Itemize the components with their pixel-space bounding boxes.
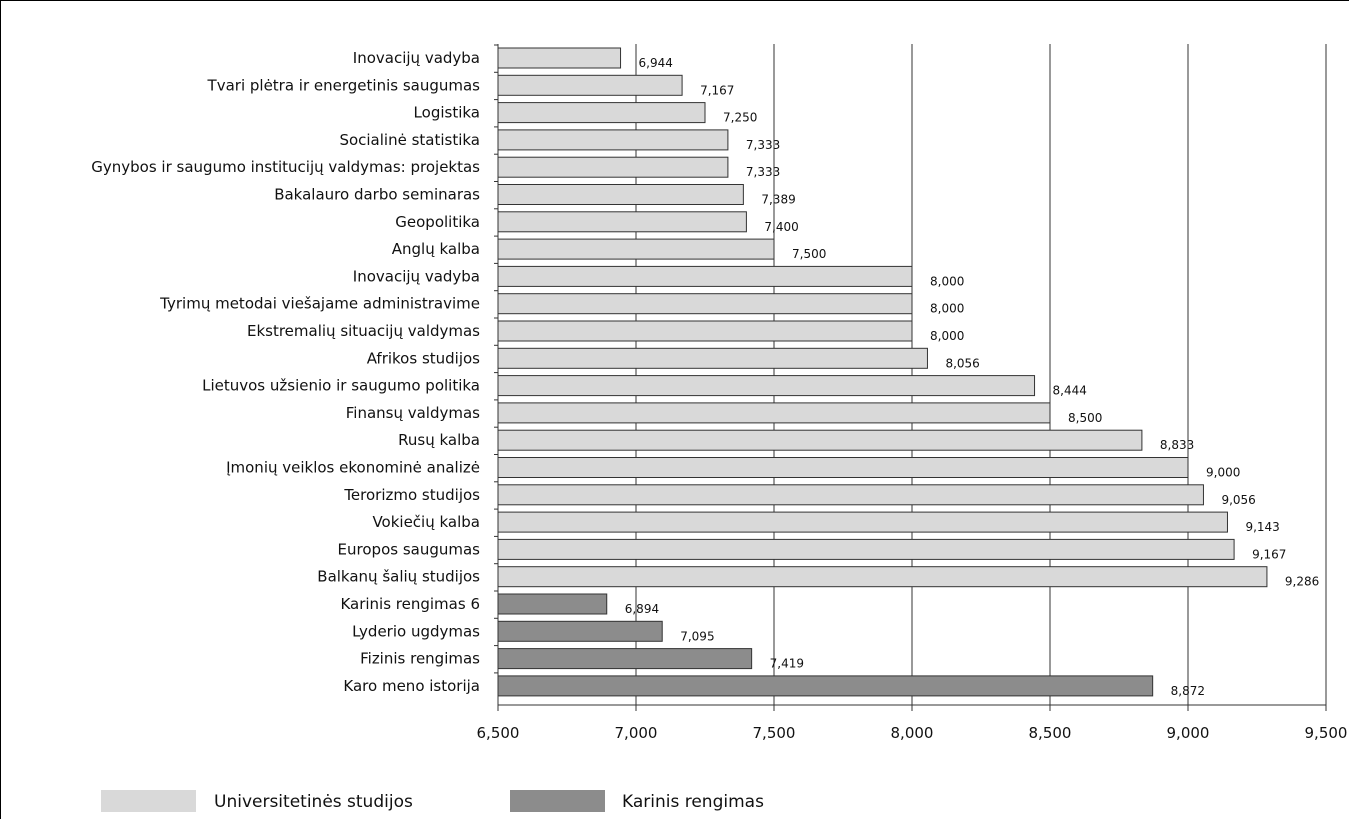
bar xyxy=(497,538,1235,560)
category-label: Lyderio ugdymas xyxy=(352,622,480,640)
bar xyxy=(497,293,913,315)
category-label: Tvari plėtra ir energetinis saugumas xyxy=(207,76,481,94)
data-label: 8,000 xyxy=(930,302,964,316)
bar xyxy=(497,429,1143,451)
bar xyxy=(497,593,608,615)
data-label: 8,000 xyxy=(930,274,964,288)
data-label: 8,000 xyxy=(930,329,964,343)
category-label: Rusų kalba xyxy=(398,431,480,449)
bar xyxy=(497,47,622,69)
category-label: Logistika xyxy=(414,104,480,122)
bar xyxy=(497,511,1228,533)
category-label: Tyrimų metodai viešajame administravime xyxy=(159,295,480,313)
data-label: 8,444 xyxy=(1053,384,1087,398)
legend-swatch xyxy=(101,790,196,812)
category-label: Inovacijų vadyba xyxy=(353,267,480,285)
data-label: 9,167 xyxy=(1252,547,1286,561)
legend: Universitetinės studijos Karinis rengimas xyxy=(101,790,764,812)
bar xyxy=(497,74,683,96)
data-label: 7,419 xyxy=(770,657,804,671)
bar xyxy=(497,457,1189,478)
bar xyxy=(497,238,775,260)
data-label: 7,333 xyxy=(746,165,780,179)
x-tick-label: 8,000 xyxy=(891,724,934,742)
bar xyxy=(497,648,753,670)
data-label: 9,000 xyxy=(1206,466,1240,480)
bars: Inovacijų vadyba 6,944 Tvari plėtra ir ene… xyxy=(91,47,1319,698)
category-label: Vokiečių kalba xyxy=(372,513,480,531)
grid-lines xyxy=(635,44,1327,705)
x-tick-label: 9,000 xyxy=(1167,724,1210,742)
bar xyxy=(497,402,1051,424)
category-label: Bakalauro darbo seminaras xyxy=(274,186,480,204)
category-label: Karo meno istorija xyxy=(343,677,480,695)
data-label: 7,095 xyxy=(680,629,714,643)
data-label: 8,833 xyxy=(1160,438,1194,452)
x-tick-label: 7,000 xyxy=(615,724,658,742)
x-axis: 6,500 7,000 7,500 8,000 8,500 9,000 9,500 xyxy=(477,44,1348,742)
bar xyxy=(497,320,913,342)
category-label: Fizinis rengimas xyxy=(360,650,480,668)
category-label: Įmonių veiklos ekonominė analizė xyxy=(226,459,480,477)
data-label: 7,250 xyxy=(723,111,757,125)
category-label: Geopolitika xyxy=(395,213,480,231)
category-label: Socialinė statistika xyxy=(339,131,480,149)
bar xyxy=(497,620,663,642)
data-label: 9,143 xyxy=(1245,520,1279,534)
data-label: 9,286 xyxy=(1285,575,1319,589)
category-label: Finansų valdymas xyxy=(346,404,480,422)
category-label: Karinis rengimas 6 xyxy=(340,595,480,613)
bar xyxy=(497,265,913,287)
x-tick-label: 6,500 xyxy=(477,724,520,742)
data-label: 7,333 xyxy=(746,138,780,152)
bar xyxy=(497,375,1036,397)
bar xyxy=(497,156,729,178)
x-tick-label: 9,500 xyxy=(1305,724,1348,742)
data-label: 8,500 xyxy=(1068,411,1102,425)
bar xyxy=(497,184,744,205)
category-label: Europos saugumas xyxy=(338,540,481,558)
bar xyxy=(497,211,747,233)
data-label: 7,389 xyxy=(761,193,795,207)
data-label: 6,894 xyxy=(625,602,659,616)
data-label: 8,056 xyxy=(945,356,979,370)
category-label: Inovacijų vadyba xyxy=(353,49,480,67)
legend-label: Karinis rengimas xyxy=(622,792,764,812)
category-label: Balkanų šalių studijos xyxy=(317,568,480,586)
bar xyxy=(497,566,1268,588)
data-label: 6,944 xyxy=(639,56,673,70)
bar xyxy=(497,102,706,124)
bar xyxy=(497,484,1204,506)
bar xyxy=(497,347,928,369)
category-label: Gynybos ir saugumo institucijų valdymas:… xyxy=(91,158,480,176)
bar xyxy=(497,675,1154,697)
data-label: 7,167 xyxy=(700,83,734,97)
legend-swatch xyxy=(510,790,605,812)
data-label: 8,872 xyxy=(1171,684,1205,698)
data-label: 7,500 xyxy=(792,247,826,261)
x-tick-label: 8,500 xyxy=(1029,724,1072,742)
data-label: 9,056 xyxy=(1221,493,1255,507)
category-label: Terorizmo studijos xyxy=(343,486,480,504)
legend-label: Universitetinės studijos xyxy=(214,792,413,812)
category-label: Afrikos studijos xyxy=(367,349,480,367)
category-label: Anglų kalba xyxy=(392,240,480,258)
category-label: Lietuvos užsienio ir saugumo politika xyxy=(202,377,480,395)
x-tick-label: 7,500 xyxy=(753,724,796,742)
category-label: Ekstremalių situacijų valdymas xyxy=(247,322,480,340)
bar xyxy=(497,129,729,151)
data-label: 7,400 xyxy=(764,220,798,234)
